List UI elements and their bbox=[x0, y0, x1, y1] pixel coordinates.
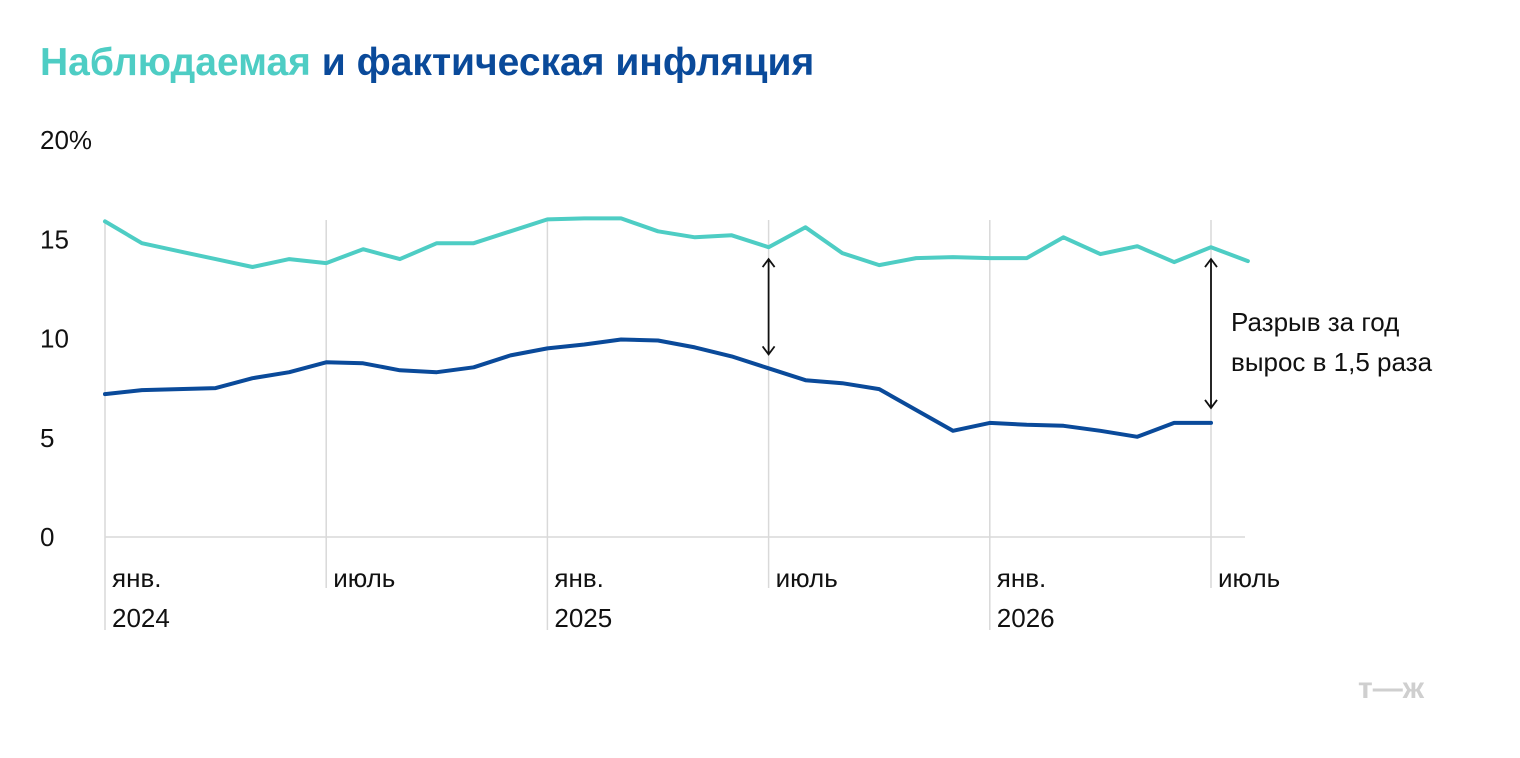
x-tick-label: июль bbox=[333, 563, 395, 593]
axis-layer: 20% 15 10 5 0 янв. 2024 июль янв. 2025 июль янв. 202… bbox=[40, 125, 1280, 633]
tzh-logo: т—ж bbox=[1358, 674, 1425, 704]
y-tick-label: 0 bbox=[40, 522, 54, 552]
x-tick-year: 2026 bbox=[997, 603, 1055, 633]
x-tick-label: янв. bbox=[112, 563, 161, 593]
series-layer bbox=[103, 216, 1250, 439]
gap-annotation-line2: вырос в 1,5 раза bbox=[1231, 347, 1433, 377]
y-tick-label: 5 bbox=[40, 423, 54, 453]
chart-title: Наблюдаемая и фактическая инфляция bbox=[40, 38, 814, 88]
x-tick-label: янв. bbox=[554, 563, 603, 593]
x-tick-label: июль bbox=[1218, 563, 1280, 593]
x-tick-label: июль bbox=[776, 563, 838, 593]
title-observed: Наблюдаемая bbox=[40, 41, 311, 84]
gap-arrow bbox=[761, 257, 776, 356]
title-actual: и фактическая инфляция bbox=[321, 41, 815, 84]
y-tick-label: 10 bbox=[40, 324, 69, 354]
x-tick-year: 2025 bbox=[554, 603, 612, 633]
gap-arrow bbox=[1204, 257, 1218, 410]
series-line-observed bbox=[103, 216, 1250, 269]
x-tick-year: 2024 bbox=[112, 603, 170, 633]
y-tick-label: 15 bbox=[40, 224, 69, 254]
annotation-layer: Разрыв за год вырос в 1,5 раза bbox=[761, 257, 1433, 410]
series-line-actual bbox=[103, 337, 1213, 439]
y-tick-label: 20% bbox=[40, 125, 92, 155]
grid-layer bbox=[104, 220, 1245, 630]
logo-text: т—ж bbox=[1358, 674, 1425, 704]
gap-annotation-line1: Разрыв за год bbox=[1231, 307, 1399, 337]
x-tick-label: янв. bbox=[997, 563, 1046, 593]
